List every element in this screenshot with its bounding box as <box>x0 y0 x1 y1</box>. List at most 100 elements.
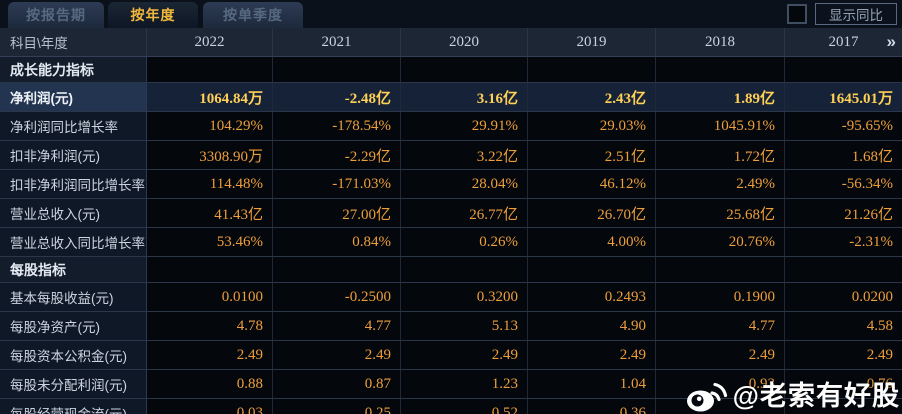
table-row[interactable]: 扣非净利润(元) 3308.90万 -2.29亿 3.22亿 2.51亿 1.7… <box>0 141 902 170</box>
cell-2019: 1.04 <box>528 370 656 398</box>
table-row[interactable]: 每股经营现金流(元) 0.03 0.25 0.52 0.36 <box>0 399 902 414</box>
period-tabbar: 按报告期 按年度 按单季度 显示同比 <box>0 0 902 28</box>
more-columns-icon[interactable]: » <box>886 32 896 51</box>
cell-2018 <box>656 57 785 82</box>
row-label: 每股指标 <box>0 257 147 282</box>
yoy-controls: 显示同比 <box>787 3 897 25</box>
cell-2018: 2.49 <box>656 341 785 369</box>
cell-2017: 0.0200 <box>785 283 902 311</box>
cell-2017: 2.49 <box>785 341 902 369</box>
cell-2022: 53.46% <box>147 228 273 256</box>
cell-2020: 28.04% <box>401 170 528 198</box>
cell-2021 <box>273 57 401 82</box>
cell-2020: 3.22亿 <box>401 141 528 169</box>
table-row[interactable]: 净利润(元) 1064.84万 -2.48亿 3.16亿 2.43亿 1.89亿… <box>0 83 902 112</box>
cell-2021: 0.87 <box>273 370 401 398</box>
cell-2017 <box>785 399 902 414</box>
row-label: 扣非净利润(元) <box>0 141 147 169</box>
cell-2022: 3308.90万 <box>147 141 273 169</box>
cell-2017: 0.76 <box>785 370 902 398</box>
row-label: 净利润(元) <box>0 83 147 111</box>
table-row[interactable]: 每股未分配利润(元) 0.88 0.87 1.23 1.04 0.93 0.76 <box>0 370 902 399</box>
cell-2019: 0.36 <box>528 399 656 414</box>
cell-2018: 25.68亿 <box>656 199 785 227</box>
row-label: 营业总收入(元) <box>0 199 147 227</box>
cell-2022 <box>147 57 273 82</box>
cell-2020: 2.49 <box>401 341 528 369</box>
cell-2018 <box>656 399 785 414</box>
tab-by-report-period[interactable]: 按报告期 <box>8 2 104 28</box>
table-row[interactable]: 每股资本公积金(元) 2.49 2.49 2.49 2.49 2.49 2.49 <box>0 341 902 370</box>
table-row[interactable]: 成长能力指标 <box>0 57 902 83</box>
cell-2020: 0.52 <box>401 399 528 414</box>
cell-2019 <box>528 57 656 82</box>
cell-2019: 2.43亿 <box>528 83 656 111</box>
column-header-2018: 2018 <box>656 28 785 56</box>
row-label: 成长能力指标 <box>0 57 147 82</box>
cell-2017: 21.26亿 <box>785 199 902 227</box>
cell-2021: 27.00亿 <box>273 199 401 227</box>
corner-header: 科目\年度 <box>0 28 147 56</box>
tab-by-year[interactable]: 按年度 <box>108 2 198 28</box>
cell-2017: -2.31% <box>785 228 902 256</box>
show-yoy-label[interactable]: 显示同比 <box>815 3 897 25</box>
cell-2018: 0.1900 <box>656 283 785 311</box>
table-header-row: 科目\年度 2022 2021 2020 2019 2018 2017 » <box>0 28 902 57</box>
row-label: 基本每股收益(元) <box>0 283 147 311</box>
row-label: 每股经营现金流(元) <box>0 399 147 414</box>
cell-2020: 26.77亿 <box>401 199 528 227</box>
table-body: 成长能力指标 净利润(元) 1064.84万 -2.48亿 3.16亿 2.43… <box>0 57 902 414</box>
table-row[interactable]: 扣非净利润同比增长率 114.48% -171.03% 28.04% 46.12… <box>0 170 902 199</box>
column-header-2017: 2017 » <box>785 28 902 56</box>
cell-2021: 2.49 <box>273 341 401 369</box>
cell-2021: -0.2500 <box>273 283 401 311</box>
cell-2018: 1.89亿 <box>656 83 785 111</box>
cell-2022: 0.0100 <box>147 283 273 311</box>
cell-2021: -2.48亿 <box>273 83 401 111</box>
table-row[interactable]: 营业总收入(元) 41.43亿 27.00亿 26.77亿 26.70亿 25.… <box>0 199 902 228</box>
row-label: 每股未分配利润(元) <box>0 370 147 398</box>
column-header-2019: 2019 <box>528 28 656 56</box>
row-label: 每股净资产(元) <box>0 312 147 340</box>
cell-2019: 29.03% <box>528 112 656 140</box>
table-row[interactable]: 每股净资产(元) 4.78 4.77 5.13 4.90 4.77 4.58 <box>0 312 902 341</box>
table-row[interactable]: 基本每股收益(元) 0.0100 -0.2500 0.3200 0.2493 0… <box>0 283 902 312</box>
cell-2018: 1.72亿 <box>656 141 785 169</box>
cell-2019: 0.2493 <box>528 283 656 311</box>
cell-2019: 4.00% <box>528 228 656 256</box>
cell-2020: 0.26% <box>401 228 528 256</box>
cell-2021: 0.25 <box>273 399 401 414</box>
cell-2017: 1645.01万 <box>785 83 902 111</box>
tab-by-single-quarter[interactable]: 按单季度 <box>203 2 303 28</box>
cell-2022: 4.78 <box>147 312 273 340</box>
table-row[interactable]: 净利润同比增长率 104.29% -178.54% 29.91% 29.03% … <box>0 112 902 141</box>
cell-2022: 114.48% <box>147 170 273 198</box>
cell-2021: 0.84% <box>273 228 401 256</box>
cell-2022: 41.43亿 <box>147 199 273 227</box>
cell-2019: 46.12% <box>528 170 656 198</box>
cell-2018: 0.93 <box>656 370 785 398</box>
cell-2018: 2.49% <box>656 170 785 198</box>
cell-2022: 1064.84万 <box>147 83 273 111</box>
cell-2017: -95.65% <box>785 112 902 140</box>
cell-2019: 2.51亿 <box>528 141 656 169</box>
cell-2022: 104.29% <box>147 112 273 140</box>
row-label: 净利润同比增长率 <box>0 112 147 140</box>
cell-2017: 4.58 <box>785 312 902 340</box>
table-row[interactable]: 每股指标 <box>0 257 902 283</box>
cell-2019 <box>528 257 656 282</box>
cell-2021: -178.54% <box>273 112 401 140</box>
column-header-2022: 2022 <box>147 28 273 56</box>
table-row[interactable]: 营业总收入同比增长率 53.46% 0.84% 0.26% 4.00% 20.7… <box>0 228 902 257</box>
cell-2021: -2.29亿 <box>273 141 401 169</box>
row-label: 营业总收入同比增长率 <box>0 228 147 256</box>
cell-2020 <box>401 257 528 282</box>
column-header-2020: 2020 <box>401 28 528 56</box>
show-yoy-checkbox[interactable] <box>787 4 807 24</box>
financial-table: 科目\年度 2022 2021 2020 2019 2018 2017 » 成长… <box>0 28 902 414</box>
cell-2018 <box>656 257 785 282</box>
cell-2022 <box>147 257 273 282</box>
cell-2020: 29.91% <box>401 112 528 140</box>
cell-2021: -171.03% <box>273 170 401 198</box>
